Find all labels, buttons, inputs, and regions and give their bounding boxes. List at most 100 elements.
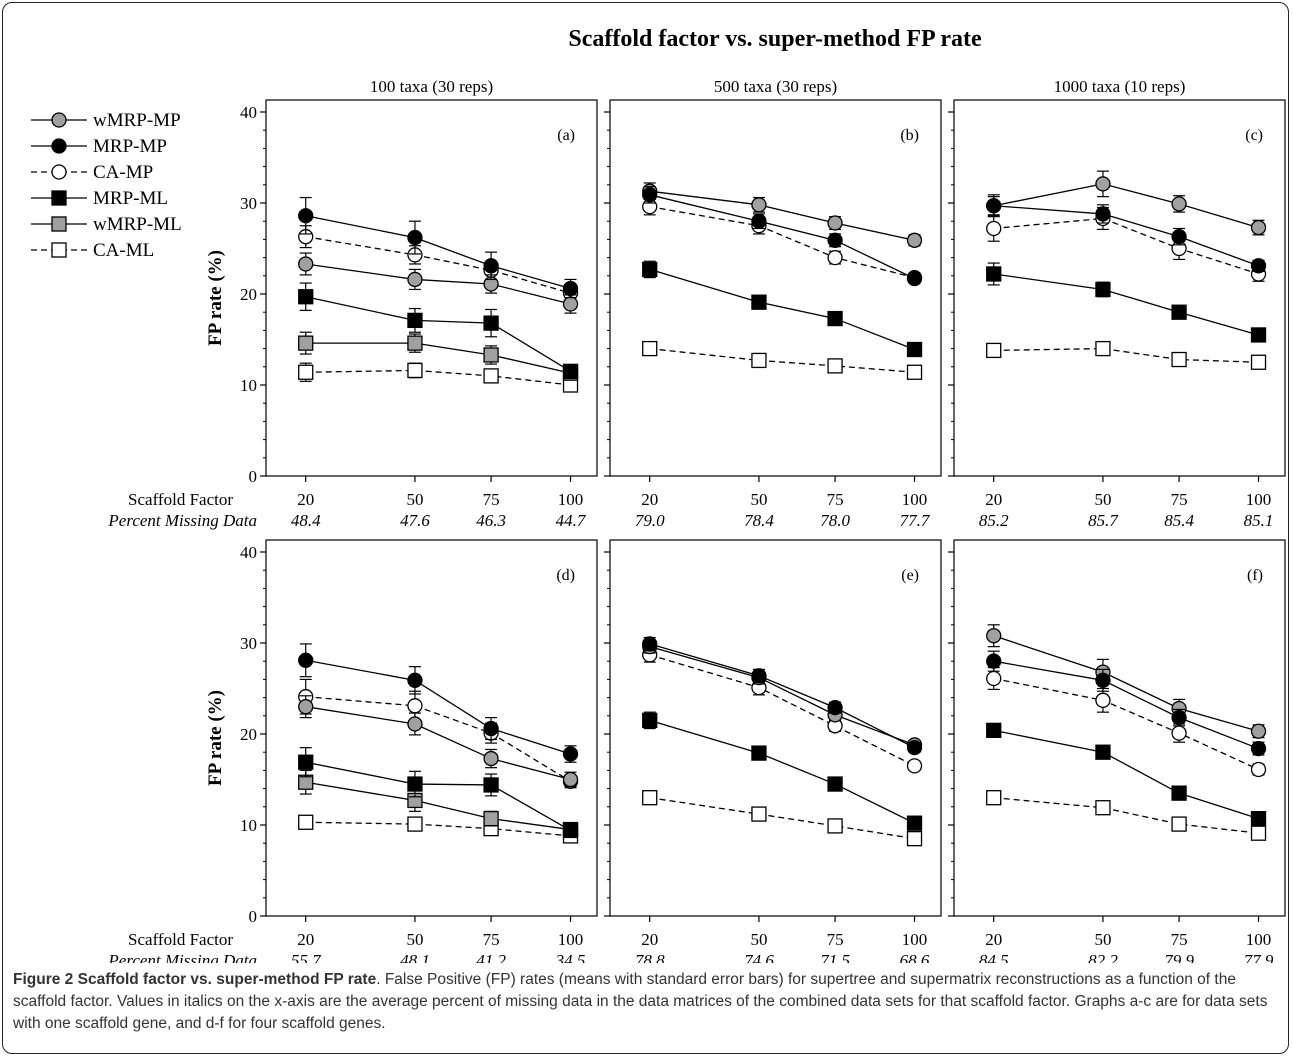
data-point xyxy=(1250,740,1267,757)
y-tick-label: 10 xyxy=(240,816,257,835)
series-wmrp-mp xyxy=(642,638,923,753)
data-point xyxy=(751,213,767,229)
data-point xyxy=(751,352,767,369)
data-point xyxy=(986,790,1002,806)
y-tick-label: 0 xyxy=(249,467,258,486)
y-axis-label: FP rate (%) xyxy=(205,250,226,346)
x-tick-label: 100 xyxy=(558,490,584,509)
data-point xyxy=(483,315,499,331)
x-tick-label: 75 xyxy=(827,930,844,949)
data-point xyxy=(751,806,767,822)
data-point xyxy=(298,699,314,715)
panel-frame xyxy=(265,99,598,477)
legend-marker xyxy=(51,242,67,258)
series-line xyxy=(305,696,571,782)
series-line xyxy=(305,821,571,837)
y-tick-label: 40 xyxy=(240,103,257,122)
panel-label: (f) xyxy=(1247,567,1263,584)
data-point xyxy=(1095,340,1111,357)
data-point xyxy=(986,628,1002,644)
column-title: 100 taxa (30 reps) xyxy=(370,77,493,96)
legend-label: MRP-MP xyxy=(93,136,167,157)
data-point xyxy=(298,364,314,380)
series-line xyxy=(993,273,1259,336)
series-ca-mp xyxy=(642,197,923,286)
data-point xyxy=(407,716,423,732)
series-line xyxy=(305,296,571,372)
data-point xyxy=(1250,810,1267,827)
panel-a: (a) 0 10 20 30 40 FP rate (%) 20 48.4 50 47.6 75 46.… xyxy=(107,99,598,530)
data-point xyxy=(906,758,923,774)
legend-item-wmrp-ml: wMRP-ML xyxy=(31,214,182,235)
data-point xyxy=(298,814,314,830)
y-axis-label: FP rate (%) xyxy=(205,690,226,786)
data-point xyxy=(642,261,658,278)
data-point xyxy=(1171,229,1187,245)
legend-label: CA-ML xyxy=(93,240,154,261)
data-point xyxy=(906,815,923,831)
data-point xyxy=(407,229,423,246)
data-point xyxy=(827,310,843,327)
x-tick-label: 100 xyxy=(558,930,584,949)
data-point xyxy=(642,187,658,203)
series-mrp-ml xyxy=(298,282,579,380)
data-point xyxy=(751,294,767,310)
data-point xyxy=(483,258,499,274)
data-point xyxy=(906,831,923,847)
data-point xyxy=(1250,219,1267,236)
data-point xyxy=(642,712,658,728)
series-wmrp-mp xyxy=(986,624,1267,739)
data-point xyxy=(642,636,658,652)
series-line xyxy=(649,268,915,351)
series-ca-mp xyxy=(298,225,579,301)
x-tick-label: 50 xyxy=(406,490,423,509)
data-point xyxy=(1095,692,1111,708)
x-tick-label: 20 xyxy=(641,930,658,949)
data-point xyxy=(986,198,1002,214)
x-tick-label: 20 xyxy=(985,490,1002,509)
series-line xyxy=(305,263,571,305)
panel-c: (c) 20 85.2 50 85.7 75 85.4 100 85.1 xyxy=(948,99,1286,530)
data-point xyxy=(483,777,499,793)
caption-label: Figure 2 xyxy=(13,971,74,988)
series-wmrp-mp xyxy=(298,695,579,788)
panels: 100 taxa (30 reps) 500 taxa (30 reps) 1000… xyxy=(107,77,1286,963)
series-line xyxy=(993,677,1259,771)
series-line xyxy=(305,781,571,831)
data-point xyxy=(407,672,423,688)
data-point xyxy=(986,220,1002,237)
data-point xyxy=(562,296,579,312)
missing-data-label: 79.9 xyxy=(1164,951,1194,963)
missing-data-label: 48.1 xyxy=(400,951,430,963)
caption-text: . False Positive (FP) rates (means with … xyxy=(13,971,1268,1032)
data-point xyxy=(986,342,1002,359)
data-point xyxy=(562,746,579,762)
series-wmrp-mp xyxy=(642,182,923,248)
data-point xyxy=(1095,800,1111,816)
panel-frame xyxy=(953,99,1286,477)
series-mrp-ml xyxy=(298,747,579,839)
series-line xyxy=(993,635,1259,732)
data-point xyxy=(1250,354,1267,370)
series-wmrp-ml xyxy=(298,331,579,381)
y-tick-label: 30 xyxy=(240,194,257,213)
y-tick-label: 0 xyxy=(249,907,258,926)
legend-item-mrp-mp: MRP-MP xyxy=(31,136,167,157)
series-mrp-mp xyxy=(642,636,923,756)
data-point xyxy=(827,776,843,792)
missing-data-label: 48.4 xyxy=(291,511,321,530)
x-tick-label: 75 xyxy=(827,490,844,509)
data-point xyxy=(1171,351,1187,368)
data-point xyxy=(562,363,579,380)
data-point xyxy=(1095,672,1111,688)
data-point xyxy=(827,699,843,716)
data-point xyxy=(1171,816,1187,832)
series-mrp-mp xyxy=(642,186,923,287)
x-tick-label: 50 xyxy=(750,490,767,509)
data-point xyxy=(1171,785,1187,801)
series-mrp-ml xyxy=(986,722,1267,827)
series-mrp-ml xyxy=(642,260,923,358)
panel-label: (c) xyxy=(1245,127,1263,144)
series-ca-ml xyxy=(642,340,923,380)
series-line xyxy=(993,729,1259,820)
